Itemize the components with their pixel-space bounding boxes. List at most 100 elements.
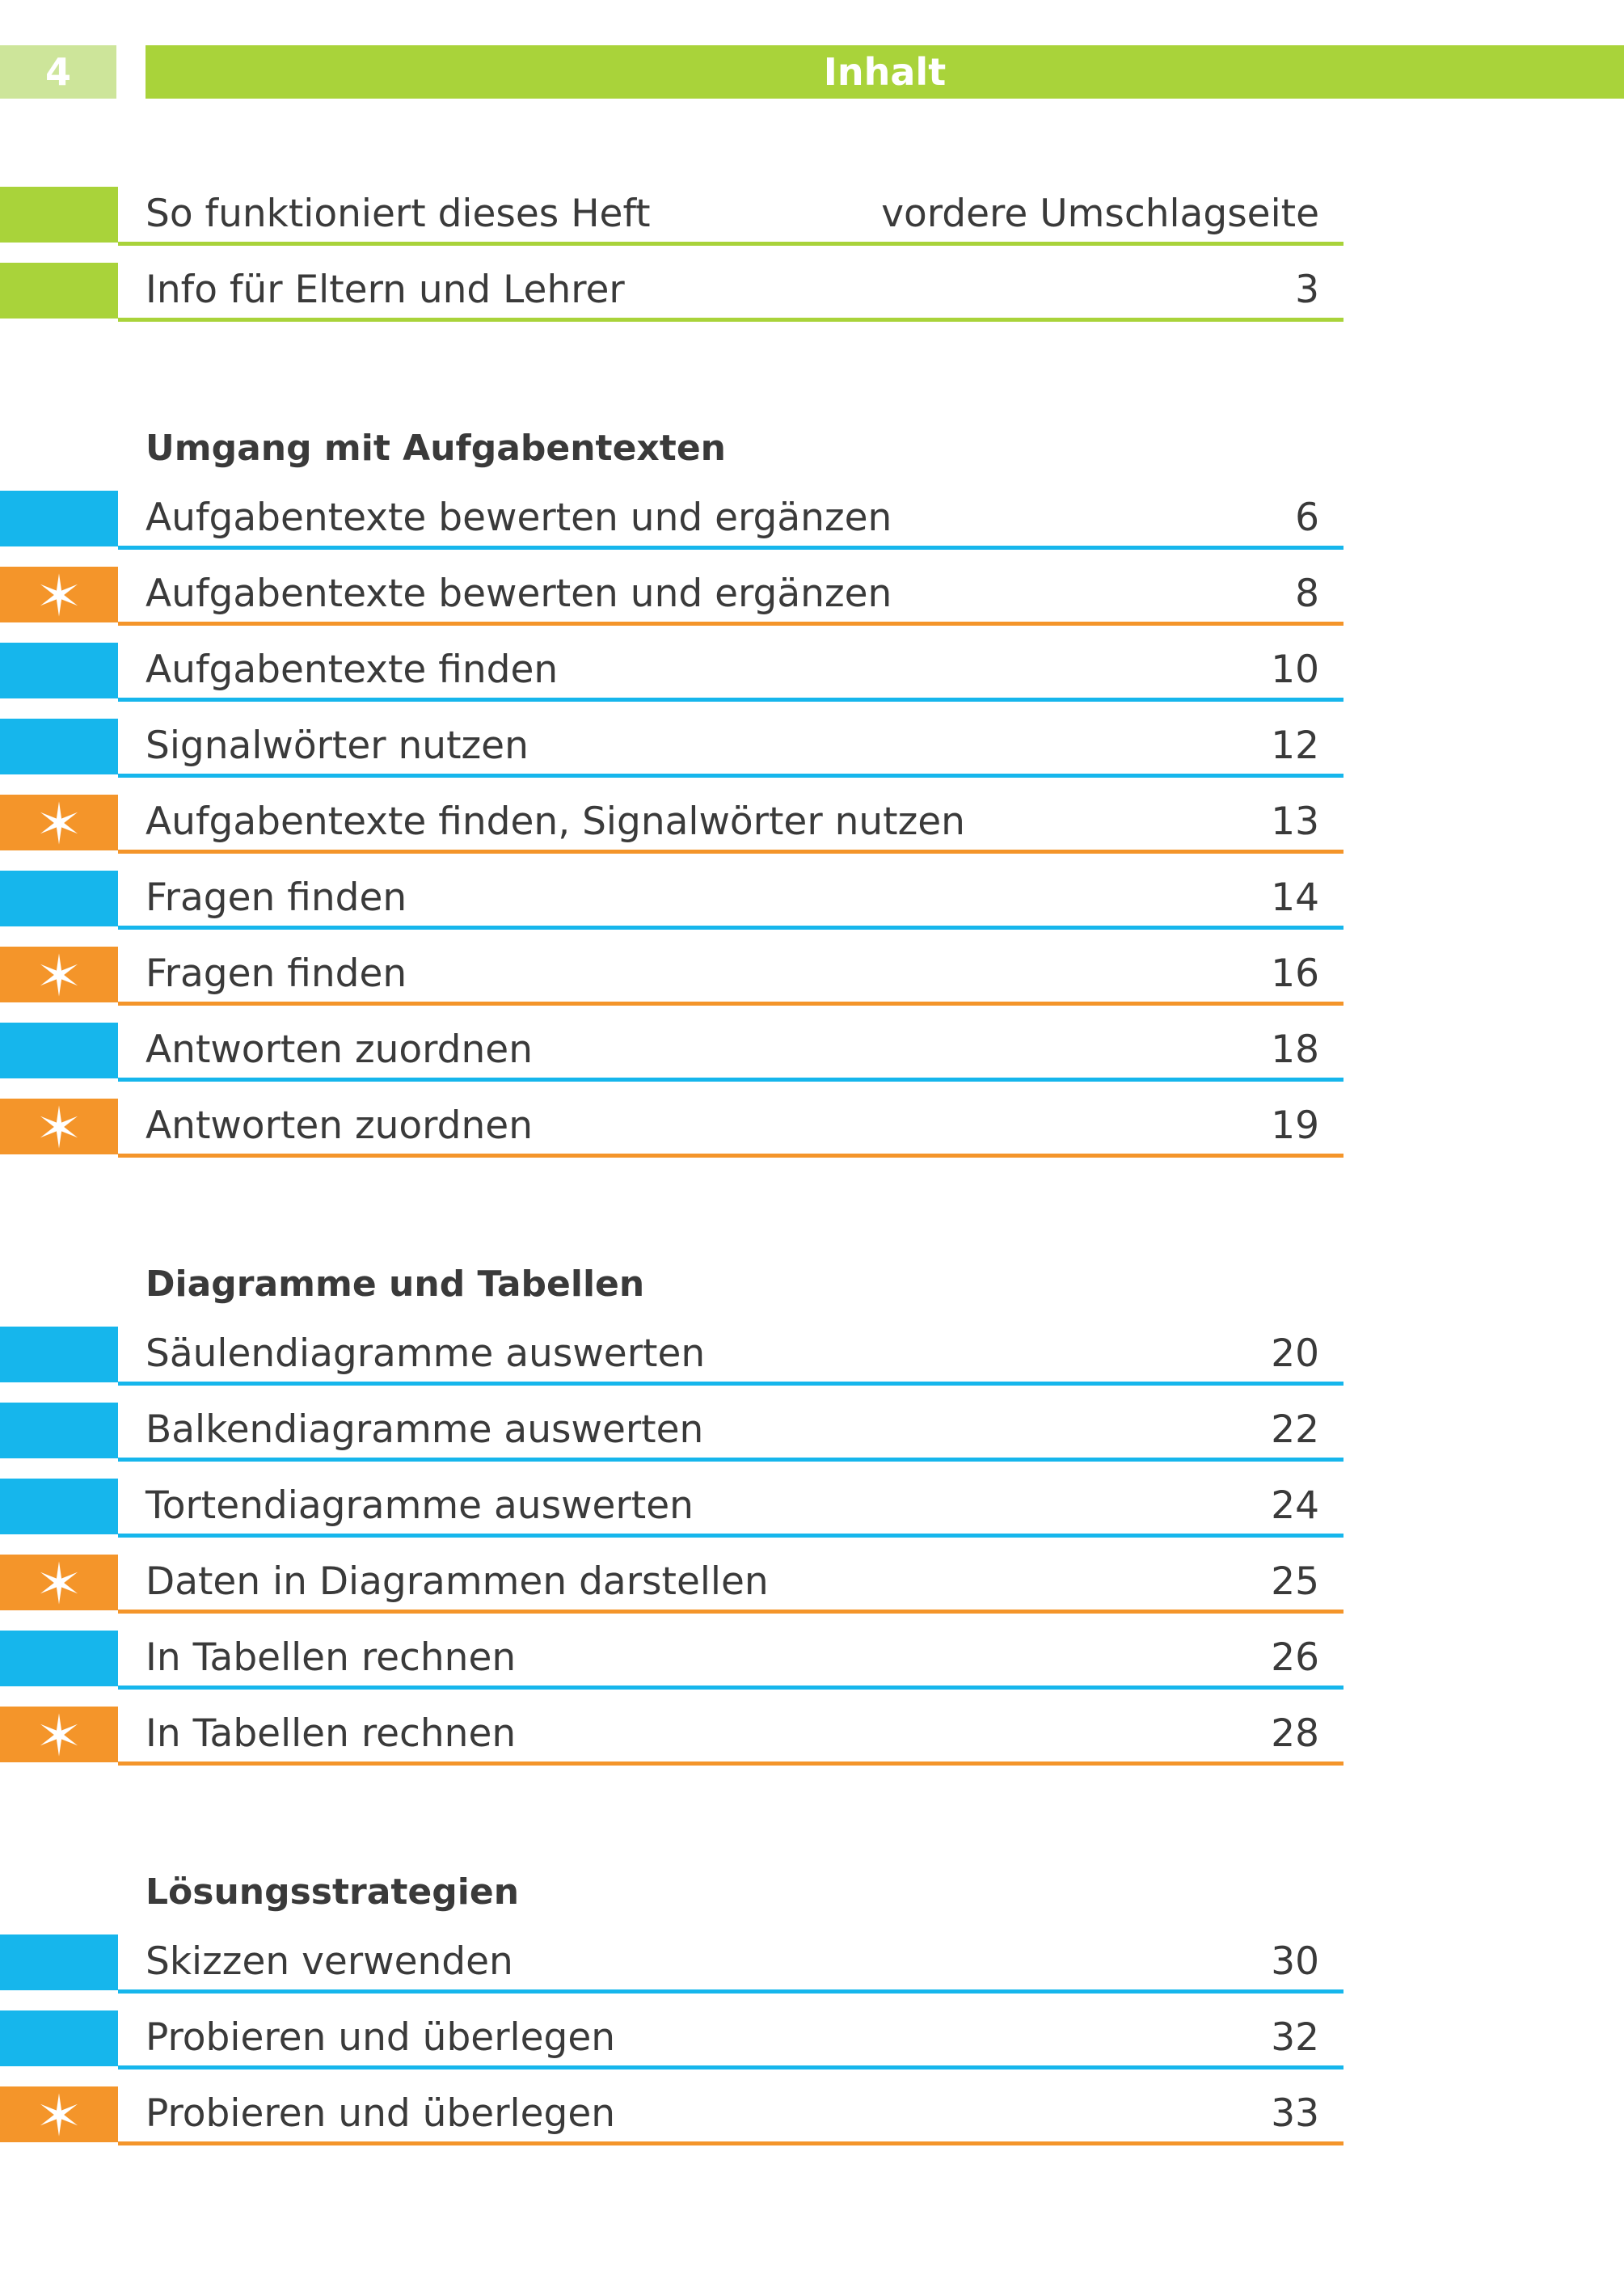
star-icon	[40, 1560, 78, 1605]
entry-title: So funktioniert dieses Heft	[146, 192, 651, 236]
section-heading: Umgang mit Aufgabentexten	[0, 410, 1624, 486]
entry-page-number: 10	[1271, 648, 1319, 692]
toc-entry[interactable]: Aufgabentexte bewerten und ergänzen 8	[0, 562, 1624, 638]
color-tab	[0, 871, 118, 926]
toc-entry[interactable]: Probieren und überlegen 33	[0, 2082, 1624, 2158]
color-tab	[0, 719, 118, 774]
toc-section: Umgang mit Aufgabentexten Aufgabentexte b…	[0, 410, 1624, 1170]
entry-underline	[118, 1761, 1343, 1766]
toc-entry[interactable]: In Tabellen rechnen 28	[0, 1702, 1624, 1778]
toc-entry[interactable]: Balkendiagramme auswerten 22	[0, 1398, 1624, 1474]
entry-title: Antworten zuordnen	[146, 1103, 533, 1148]
entry-title: Info für Eltern und Lehrer	[146, 268, 625, 312]
entry-title: Aufgabentexte bewerten und ergänzen	[146, 496, 892, 540]
toc-entry[interactable]: Signalwörter nutzen 12	[0, 714, 1624, 790]
entry-title: In Tabellen rechnen	[146, 1635, 517, 1680]
color-tab	[0, 263, 118, 319]
entry-title: Daten in Diagrammen darstellen	[146, 1559, 769, 1604]
entry-title: Fragen finden	[146, 951, 407, 996]
entry-underline	[118, 318, 1343, 322]
toc-entry[interactable]: Tortendiagramme auswerten 24	[0, 1474, 1624, 1550]
color-tab	[0, 643, 118, 698]
star-tab	[0, 567, 118, 622]
star-icon	[40, 952, 78, 997]
entry-page-number: 32	[1271, 2015, 1319, 2060]
entry-page-number: 28	[1271, 1711, 1319, 1756]
entry-underline	[118, 1686, 1343, 1690]
entry-page-number: 19	[1271, 1103, 1319, 1148]
entry-underline	[118, 926, 1343, 930]
entry-underline	[118, 1989, 1343, 1994]
star-icon	[40, 1104, 78, 1149]
star-icon	[40, 1712, 78, 1757]
section-heading-text: Diagramme und Tabellen	[146, 1264, 645, 1305]
entry-page-number: 26	[1271, 1635, 1319, 1680]
color-tab	[0, 1327, 118, 1382]
entry-title: Säulendiagramme auswerten	[146, 1331, 706, 1376]
entry-page-number: 8	[1295, 572, 1319, 616]
entry-underline	[118, 698, 1343, 702]
toc-entry[interactable]: Fragen finden 16	[0, 942, 1624, 1018]
section-heading: Lösungsstrategien	[0, 1854, 1624, 1930]
entry-page-number: 33	[1271, 2091, 1319, 2136]
star-tab	[0, 947, 118, 1002]
entry-underline	[118, 2065, 1343, 2069]
toc-entry[interactable]: Antworten zuordnen 18	[0, 1018, 1624, 1094]
toc-section: Diagramme und Tabellen Säulendiagramme au…	[0, 1246, 1624, 1778]
toc-entry[interactable]: Probieren und überlegen 32	[0, 2006, 1624, 2082]
entry-underline	[118, 850, 1343, 854]
color-tab	[0, 1479, 118, 1534]
entry-page-number: vordere Umschlagseite	[881, 192, 1319, 236]
entry-title: Aufgabentexte finden, Signalwörter nutze…	[146, 800, 965, 844]
entry-title: Tortendiagramme auswerten	[146, 1483, 694, 1528]
entry-underline	[118, 242, 1343, 246]
table-of-contents: So funktioniert dieses Heft vordere Umsch…	[0, 182, 1624, 2158]
toc-entry[interactable]: Antworten zuordnen 19	[0, 1094, 1624, 1170]
entry-title: Signalwörter nutzen	[146, 724, 529, 768]
toc-entry[interactable]: Säulendiagramme auswerten 20	[0, 1322, 1624, 1398]
star-tab	[0, 2086, 118, 2142]
star-tab	[0, 1707, 118, 1762]
entry-page-number: 12	[1271, 724, 1319, 768]
entry-underline	[118, 1002, 1343, 1006]
toc-entry[interactable]: Info für Eltern und Lehrer 3	[0, 258, 1624, 334]
entry-title: Antworten zuordnen	[146, 1027, 533, 1072]
entry-page-number: 14	[1271, 875, 1319, 920]
entry-page-number: 6	[1295, 496, 1319, 540]
entry-page-number: 16	[1271, 951, 1319, 996]
toc-entry[interactable]: Aufgabentexte finden, Signalwörter nutze…	[0, 790, 1624, 866]
star-tab	[0, 1099, 118, 1154]
page-number: 4	[0, 45, 116, 99]
color-tab	[0, 2010, 118, 2066]
entry-page-number: 18	[1271, 1027, 1319, 1072]
entry-title: In Tabellen rechnen	[146, 1711, 517, 1756]
entry-underline	[118, 774, 1343, 778]
entry-underline	[118, 1382, 1343, 1386]
toc-entry[interactable]: Aufgabentexte bewerten und ergänzen 6	[0, 486, 1624, 562]
entry-title: Balkendiagramme auswerten	[146, 1407, 704, 1452]
entry-page-number: 24	[1271, 1483, 1319, 1528]
entry-underline	[118, 1458, 1343, 1462]
entry-underline	[118, 546, 1343, 550]
color-tab	[0, 1934, 118, 1990]
section-heading-text: Lösungsstrategien	[146, 1871, 520, 1913]
toc-entry[interactable]: Aufgabentexte finden 10	[0, 638, 1624, 714]
entry-page-number: 13	[1271, 800, 1319, 844]
star-tab	[0, 795, 118, 850]
toc-section: So funktioniert dieses Heft vordere Umsch…	[0, 182, 1624, 334]
star-icon	[40, 2092, 78, 2137]
color-tab	[0, 187, 118, 243]
entry-title: Probieren und überlegen	[146, 2091, 616, 2136]
page-title: Inhalt	[146, 45, 1624, 99]
toc-entry[interactable]: Skizzen verwenden 30	[0, 1930, 1624, 2006]
toc-entry[interactable]: In Tabellen rechnen 26	[0, 1626, 1624, 1702]
toc-entry[interactable]: Fragen finden 14	[0, 866, 1624, 942]
color-tab	[0, 491, 118, 546]
entry-underline	[118, 1534, 1343, 1538]
toc-section: Lösungsstrategien Skizzen verwenden 30 Prob…	[0, 1854, 1624, 2158]
toc-entry[interactable]: Daten in Diagrammen darstellen 25	[0, 1550, 1624, 1626]
entry-underline	[118, 622, 1343, 626]
section-heading: Diagramme und Tabellen	[0, 1246, 1624, 1322]
entry-title: Aufgabentexte finden	[146, 648, 559, 692]
toc-entry[interactable]: So funktioniert dieses Heft vordere Umsch…	[0, 182, 1624, 258]
